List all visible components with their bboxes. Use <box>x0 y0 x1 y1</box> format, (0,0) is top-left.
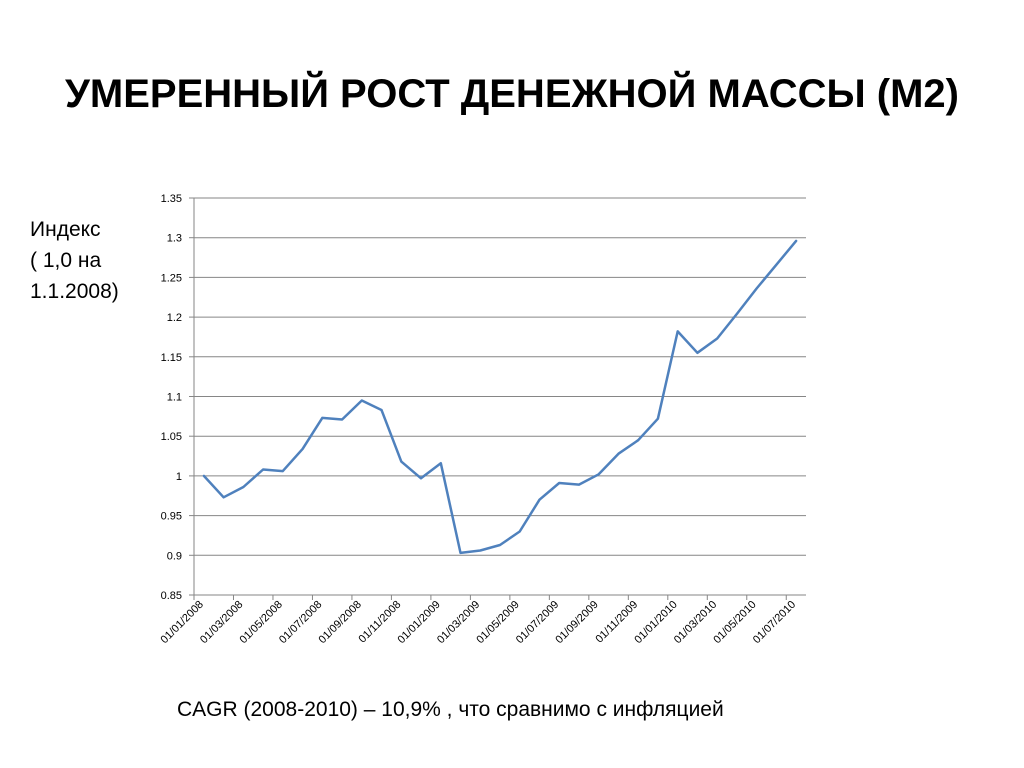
series-group <box>202 239 798 555</box>
gridlines <box>194 197 806 556</box>
slide-title: УМЕРЕННЫЙ РОСТ ДЕНЕЖНОЙ МАССЫ (М2) <box>65 72 959 116</box>
y-tick-label: 1.35 <box>161 193 182 205</box>
y-tick-label: 1 <box>176 471 182 483</box>
y-tick-label: 0.85 <box>161 590 182 602</box>
y-tick-label: 1.2 <box>167 312 182 324</box>
y-axis-label-line-2: ( 1,0 на <box>30 249 102 272</box>
y-axis-label: Индекс ( 1,0 на 1.1.2008) <box>30 214 140 307</box>
y-tick-label: 0.95 <box>161 511 182 523</box>
y-tick-label: 1.25 <box>161 272 182 284</box>
x-tick-label: 01/07/2010 <box>751 599 798 646</box>
y-axis-label-line-1: Индекс <box>30 218 101 241</box>
series-line <box>202 239 798 555</box>
x-tick-label: 01/09/2008 <box>317 599 364 646</box>
y-tick-label: 1.05 <box>161 431 182 443</box>
axes <box>189 197 806 600</box>
y-tick-label: 1.1 <box>167 392 182 404</box>
y-tick-labels: 0.85 0.9 0.95 1 1.05 1.1 1.15 1.2 1.25 1.3 1.35 <box>161 193 182 602</box>
y-tick-label: 0.9 <box>167 550 182 562</box>
y-tick-label: 1.3 <box>167 233 182 245</box>
cagr-caption: CAGR (2008-2010) – 10,9% , что сравнимо … <box>177 698 724 721</box>
y-tick-label: 1.15 <box>161 352 182 364</box>
y-axis-label-line-3: 1.1.2008) <box>30 280 119 303</box>
x-tick-label: 01/09/2009 <box>553 599 600 646</box>
x-tick-labels: 01/01/200801/03/200801/05/200801/07/2008… <box>159 599 799 646</box>
